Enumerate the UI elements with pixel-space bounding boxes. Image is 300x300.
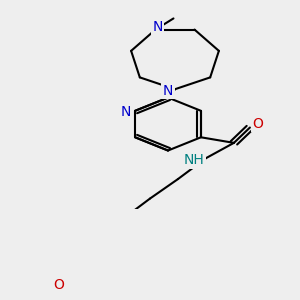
Text: O: O — [53, 278, 64, 292]
Text: N: N — [152, 20, 163, 34]
Text: N: N — [163, 84, 173, 98]
Text: NH: NH — [184, 153, 204, 167]
Text: O: O — [253, 117, 263, 131]
Text: N: N — [121, 104, 131, 118]
